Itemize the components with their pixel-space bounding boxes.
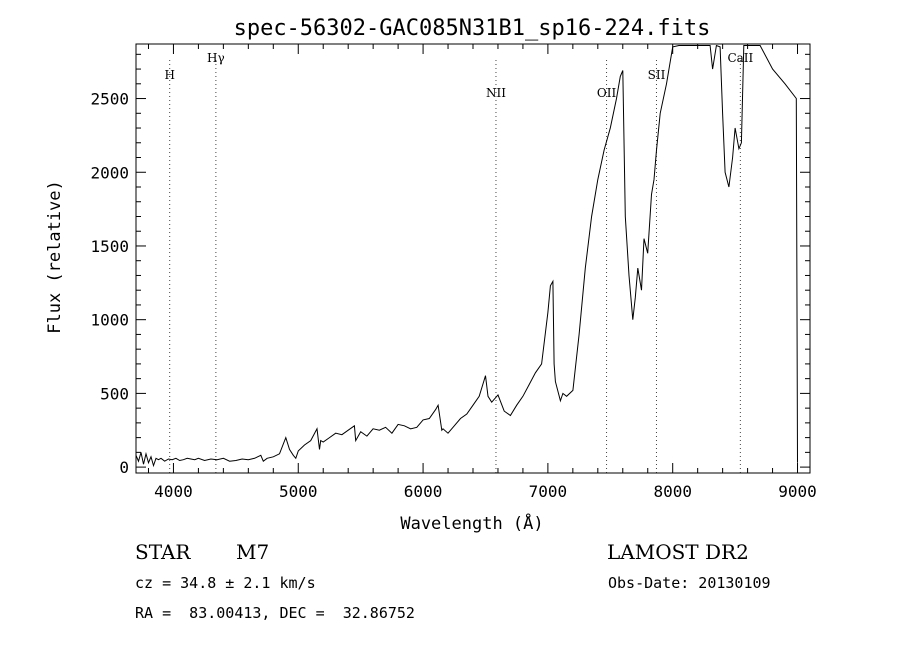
- coordinates: RA = 83.00413, DEC = 32.86752: [135, 604, 415, 622]
- spectral-line-label: CaII: [727, 51, 753, 65]
- x-tick-label: 8000: [653, 482, 692, 501]
- y-tick-label: 500: [100, 384, 129, 403]
- y-tick-label: 0: [119, 458, 129, 477]
- x-tick-label: 4000: [154, 482, 193, 501]
- y-tick-label: 2000: [90, 163, 129, 182]
- redshift-text: cz = 34.8 ± 2.1 km/s: [135, 574, 316, 592]
- object-subclass: M7: [236, 540, 270, 564]
- x-tick-label: 6000: [404, 482, 443, 501]
- axis-ticks-layer: 4000 5000 6000 7000 8000 9000 0 500 1000 1500 2000…: [90, 44, 817, 501]
- y-tick-label: 1000: [90, 311, 129, 330]
- series-layer: [135, 44, 798, 468]
- x-tick-label: 5000: [279, 482, 318, 501]
- object-class: STAR: [135, 540, 191, 564]
- y-tick-label: 1500: [90, 237, 129, 256]
- y-tick-label: 2500: [90, 90, 129, 109]
- x-tick-label: 7000: [529, 482, 568, 501]
- spectral-line-label: H: [164, 68, 174, 82]
- obs-date: Obs-Date: 20130109: [608, 574, 771, 592]
- spectral-line-label: NII: [486, 86, 506, 100]
- x-tick-label: 9000: [778, 482, 817, 501]
- spectrum-line: [135, 44, 798, 468]
- chart-title: spec-56302-GAC085N31B1_sp16-224.fits: [234, 16, 711, 41]
- spectral-line-label: SII: [648, 68, 666, 82]
- spectral-line-label: Hγ: [207, 51, 225, 65]
- spectral-lines-layer: H Hγ NII OII SII CaII: [164, 51, 754, 473]
- plot-frame: [135, 43, 811, 474]
- x-axis-label: Wavelength (Å): [400, 512, 543, 534]
- y-axis-label: Flux (relative): [45, 180, 65, 334]
- survey-name: LAMOST DR2: [607, 540, 749, 564]
- spectral-line-label: OII: [597, 86, 617, 100]
